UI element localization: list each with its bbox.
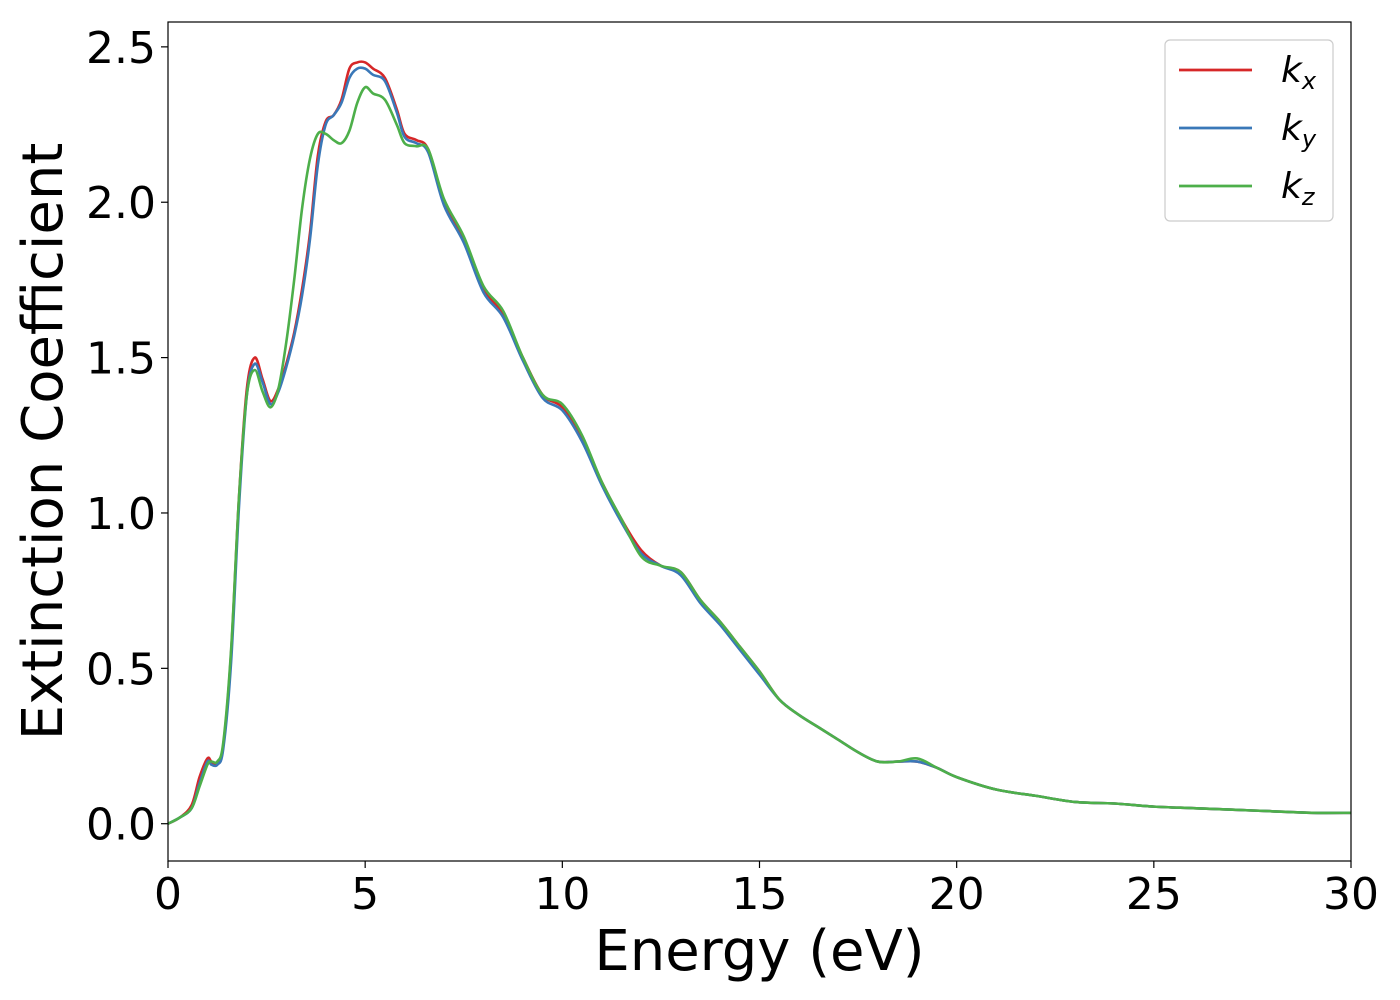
x-tick-label: 25 [1126,869,1182,920]
series-line-k-z [167,85,1352,825]
x-axis-title: Energy (eV) [594,919,924,984]
y-axis-title: Extinction Coefficient [11,143,76,741]
x-tick-label: 5 [351,869,379,920]
y-tick-label: 1.0 [86,489,156,540]
x-tick-label: 15 [732,869,788,920]
legend-label-k-x: kx [1281,50,1317,95]
legend-label-k-z: kz [1281,166,1316,211]
y-tick-label: 2.5 [86,23,156,74]
x-tick-label: 0 [154,869,182,920]
y-tick-label: 2.0 [86,178,156,229]
x-tick-label: 20 [929,869,985,920]
legend-label-k-y: ky [1281,108,1317,153]
legend-box [1164,39,1334,222]
y-tick-label: 0.5 [86,644,156,695]
series-layer [167,60,1352,825]
x-tick-label: 30 [1323,869,1379,920]
x-tick-label: 10 [534,869,590,920]
y-tick-label: 0.0 [86,800,156,851]
y-tick-label: 1.5 [86,334,156,385]
y-axis-ticks: 0.0 0.5 1.0 1.5 2.0 2.5 [86,23,168,851]
x-axis-ticks: 0 5 10 15 20 25 30 [154,861,1379,920]
legend: kx ky kz [1164,39,1334,222]
series-line-k-y [167,66,1352,825]
